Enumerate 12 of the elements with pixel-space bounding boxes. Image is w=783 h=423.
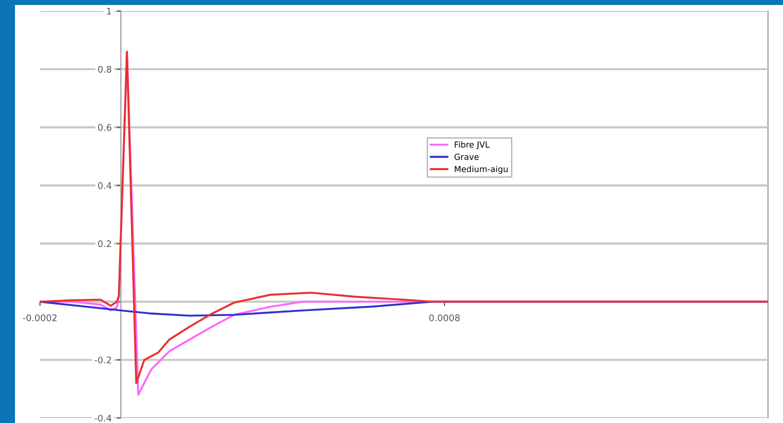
y-tick-label: 0.8: [98, 66, 112, 73]
x-tick-label: -0.0002: [23, 314, 57, 322]
y-tick-label: -0.4: [94, 414, 112, 422]
y-tick-label: 1: [107, 8, 112, 14]
legend-label: Grave: [454, 154, 479, 160]
y-tick-label: 0.6: [98, 124, 112, 131]
y-tick-label: 0.2: [98, 240, 111, 248]
legend-label: Medium-aigu: [454, 166, 508, 174]
legend-label: Fibre JVL: [454, 141, 490, 150]
y-tick-label: 0.4: [98, 182, 112, 189]
y-tick-label: -0.2: [94, 356, 111, 364]
x-tick-label: 0.0008: [429, 314, 460, 322]
